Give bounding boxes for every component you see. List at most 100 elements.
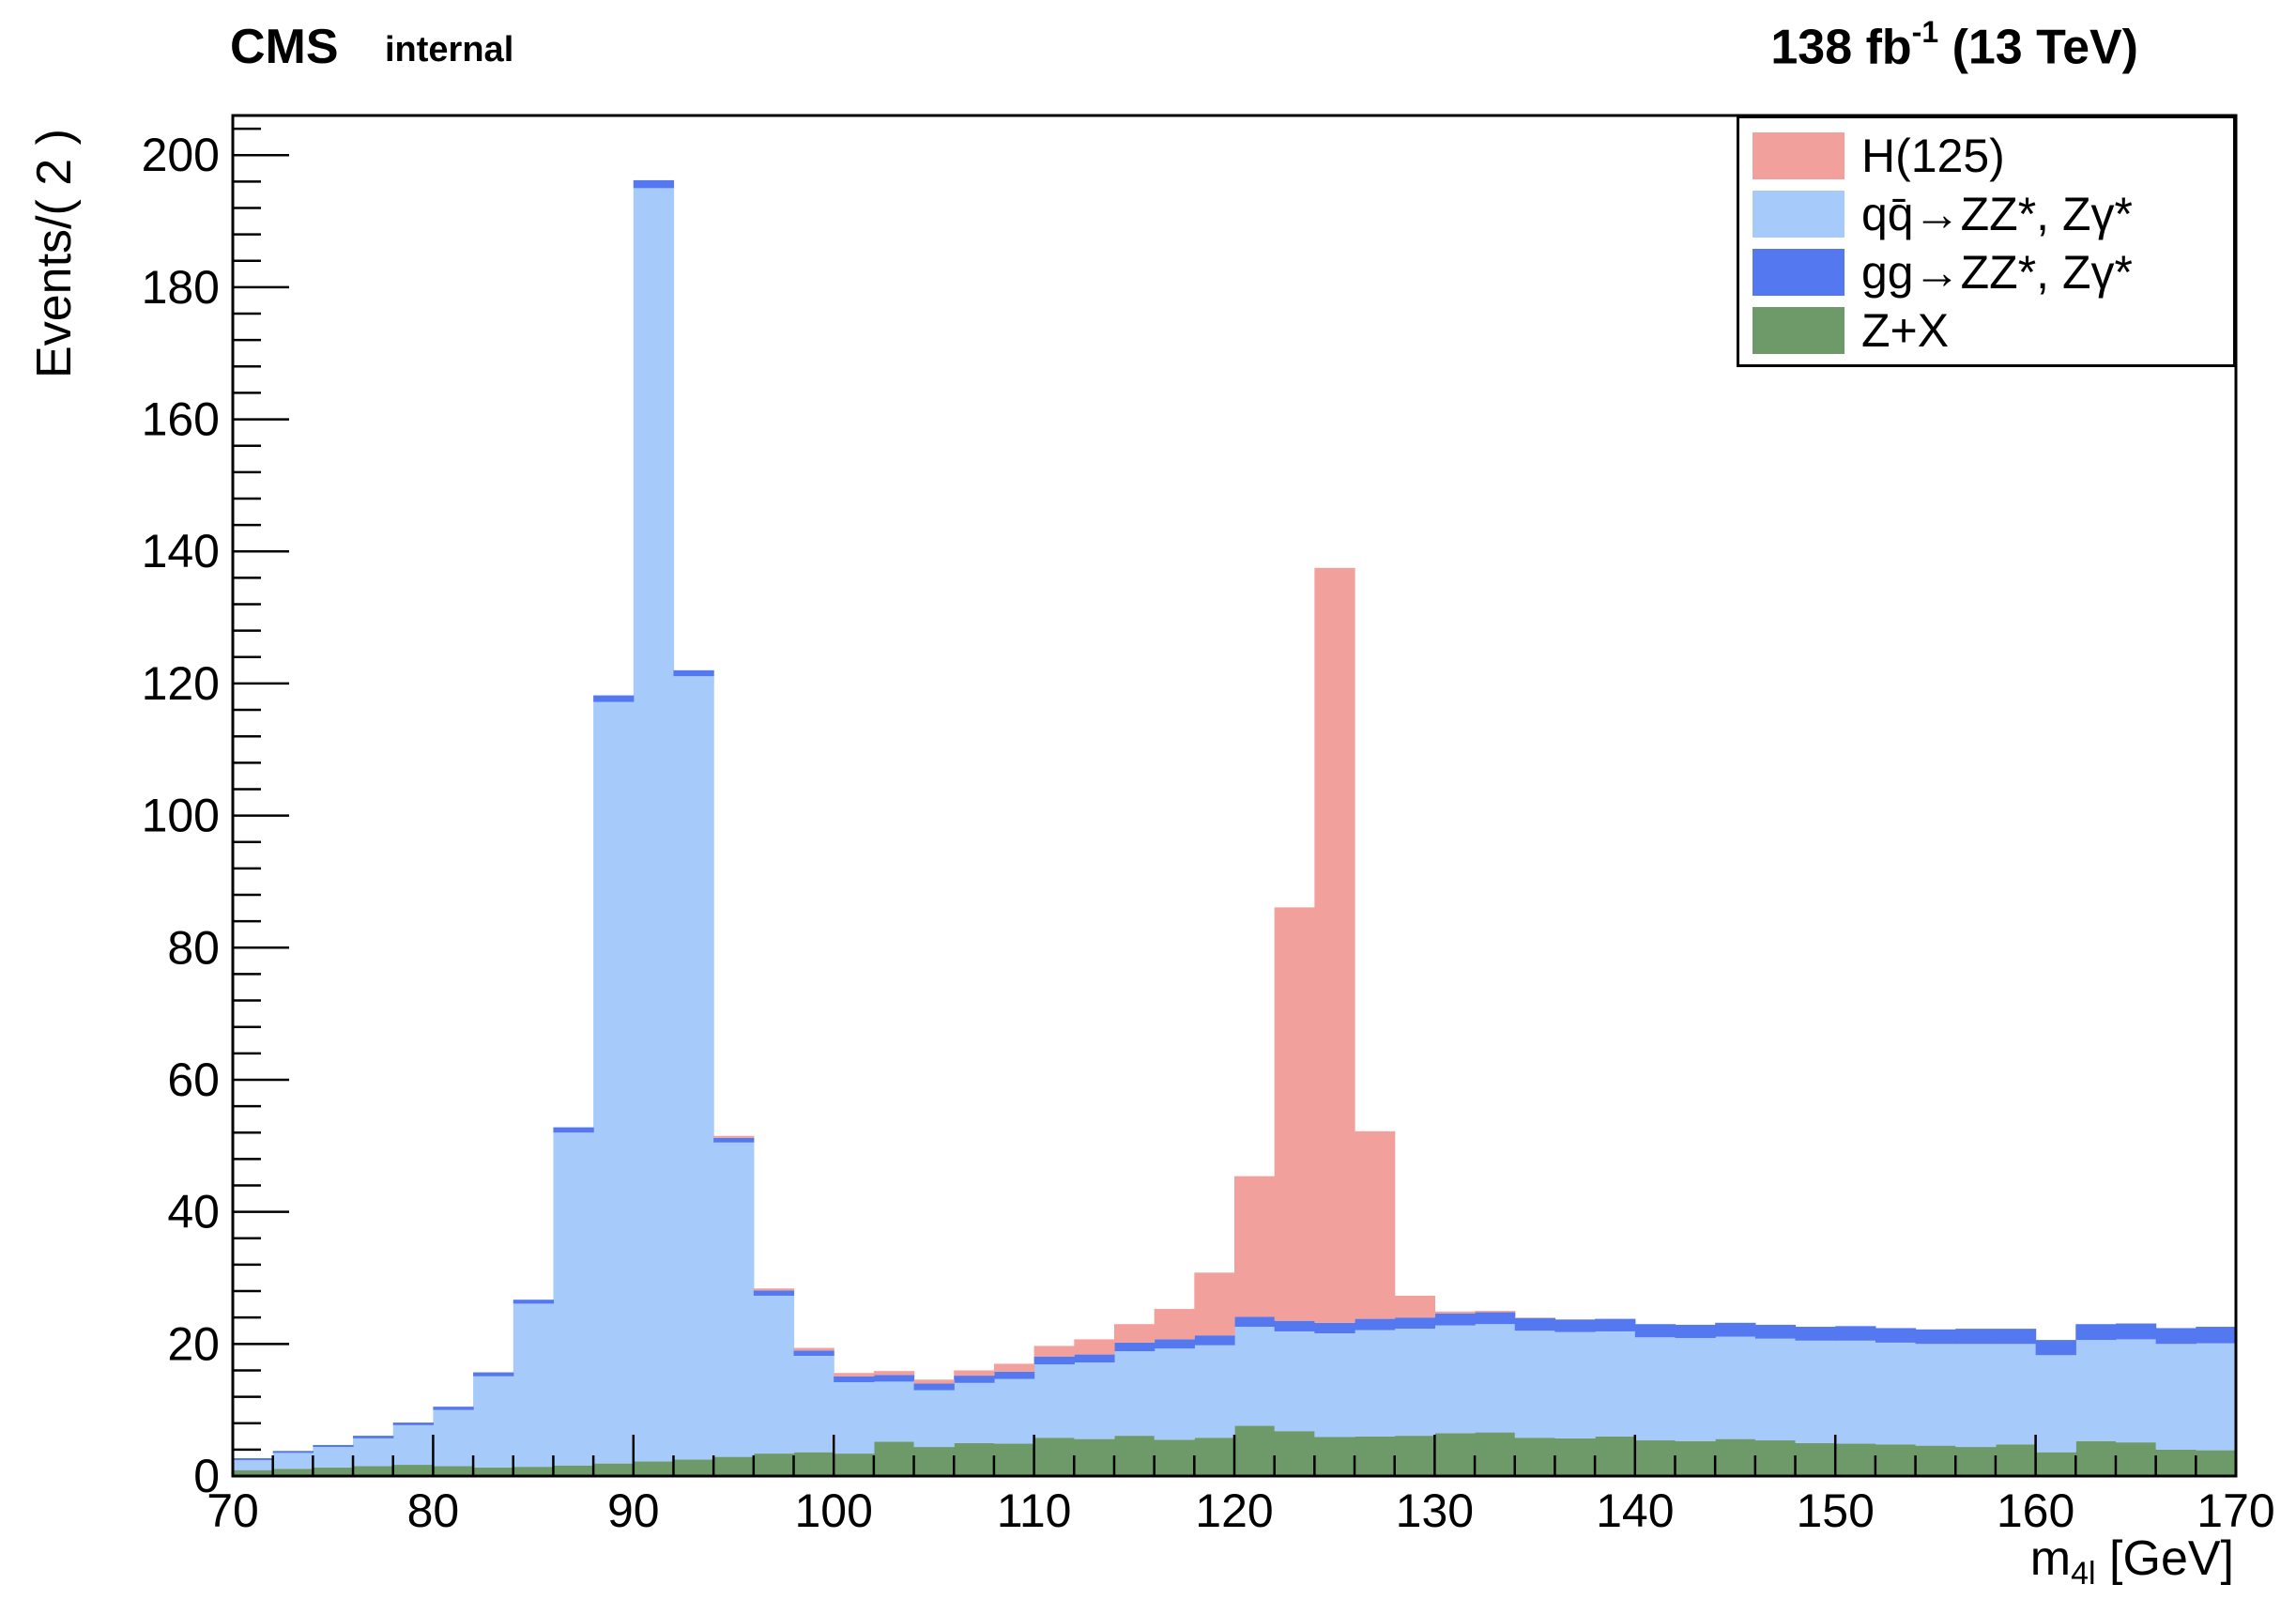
x-tick-label: 110: [997, 1484, 1072, 1537]
bar-qq-zz-z-102: [873, 1381, 915, 1442]
y-tick-label: 200: [142, 129, 220, 181]
y-tick-label: 40: [167, 1186, 220, 1238]
bar-z-x-116: [1154, 1439, 1195, 1476]
bar-z-x-144: [1715, 1438, 1756, 1476]
bar-z-x-124: [1314, 1437, 1355, 1476]
bar-z-x-104: [913, 1447, 955, 1476]
y-tick-label: 180: [142, 261, 220, 314]
experiment-label: CMS: [230, 20, 339, 74]
bar-z-x-90: [633, 1461, 675, 1476]
bar-qq-zz-z-86: [553, 1132, 594, 1466]
bar-z-x-160: [2035, 1452, 2076, 1476]
bar-z-x-162: [2075, 1440, 2117, 1476]
y-tick-label: 0: [193, 1450, 220, 1502]
bar-gg-zz-z-74: [313, 1444, 354, 1448]
bar-qq-zz-z-132: [1475, 1324, 1516, 1433]
bar-qq-zz-z-140: [1634, 1337, 1676, 1441]
bar-qq-zz-z-158: [1995, 1344, 2037, 1445]
bar-h-125-110: [1033, 1346, 1075, 1357]
bar-z-x-150: [1835, 1443, 1876, 1476]
bar-gg-zz-z-142: [1675, 1324, 1716, 1338]
bar-gg-zz-z-90: [633, 179, 675, 189]
x-tick-label: 170: [2197, 1484, 2274, 1537]
x-tick-label: 130: [1396, 1484, 1474, 1537]
bar-z-x-134: [1514, 1438, 1556, 1476]
bar-gg-zz-z-168: [2196, 1327, 2237, 1344]
bar-h-125-118: [1194, 1272, 1235, 1336]
bar-qq-zz-z-104: [913, 1390, 955, 1448]
y-tick-label: 20: [167, 1317, 220, 1370]
bar-qq-zz-z-88: [593, 701, 635, 1464]
bar-gg-zz-z-80: [433, 1407, 474, 1410]
bar-h-125-96: [753, 1288, 795, 1291]
bar-gg-zz-z-76: [353, 1436, 394, 1438]
bar-qq-zz-z-156: [1955, 1344, 1997, 1448]
energy-label: (13 TeV): [1952, 20, 2138, 75]
bar-qq-zz-z-160: [2035, 1355, 2076, 1453]
bar-gg-zz-z-158: [1995, 1329, 2037, 1345]
bar-z-x-84: [513, 1467, 555, 1476]
bar-qq-zz-z-94: [713, 1142, 755, 1457]
y-tick-label: 60: [167, 1054, 220, 1106]
bar-z-x-88: [593, 1463, 635, 1476]
bar-h-125-122: [1274, 907, 1315, 1321]
bar-qq-zz-z-96: [753, 1295, 795, 1454]
bar-z-x-86: [553, 1465, 594, 1476]
bar-z-x-100: [834, 1454, 875, 1476]
bar-qq-zz-z-72: [272, 1453, 314, 1469]
bar-z-x-142: [1675, 1440, 1716, 1476]
bar-qq-zz-z-120: [1234, 1327, 1276, 1426]
bar-z-x-118: [1194, 1438, 1235, 1476]
bar-qq-zz-z-82: [473, 1376, 514, 1468]
legend-label-h125: H(125): [1861, 130, 2005, 182]
bar-qq-zz-z-162: [2075, 1340, 2117, 1441]
y-tick-label: 80: [167, 921, 220, 974]
bar-h-125-130: [1434, 1311, 1476, 1314]
legend-label-qqzz: qq̄→ZZ*, Zγ*: [1861, 188, 2133, 240]
bar-qq-zz-z-90: [633, 188, 675, 1462]
bar-qq-zz-z-84: [513, 1303, 555, 1468]
bar-h-125-132: [1475, 1311, 1516, 1313]
bar-z-x-158: [1995, 1444, 2037, 1476]
bar-qq-zz-z-148: [1795, 1340, 1836, 1443]
legend-swatch-zx: [1753, 307, 1844, 354]
bar-z-x-98: [793, 1452, 834, 1476]
bar-qq-zz-z-98: [793, 1355, 834, 1453]
bar-gg-zz-z-144: [1715, 1322, 1756, 1337]
legend: H(125) qq̄→ZZ*, Zγ* gg→ZZ*, Zγ* Z+X: [1737, 115, 2236, 367]
bar-z-x-154: [1915, 1445, 1956, 1476]
bar-qq-zz-z-166: [2155, 1344, 2197, 1450]
bar-qq-zz-z-70: [233, 1460, 274, 1470]
bar-gg-zz-z-146: [1754, 1324, 1797, 1339]
bar-gg-zz-z-106: [954, 1376, 995, 1383]
bar-qq-zz-z-168: [2196, 1343, 2237, 1451]
axes: 0 20 40 60 80 100 120 140 160 180 200 70 80 90 100 110 1…: [142, 114, 2275, 1537]
legend-swatch-h125: [1753, 132, 1844, 179]
histogram-bars: [233, 179, 2237, 1476]
lumi-value: 138 fb: [1770, 20, 1912, 75]
bar-gg-zz-z-116: [1154, 1339, 1195, 1349]
bar-qq-zz-z-138: [1595, 1330, 1636, 1437]
x-axis-symbol: m: [2029, 1531, 2072, 1586]
bar-gg-zz-z-136: [1554, 1319, 1596, 1332]
x-axis-unit: [GeV]: [2109, 1531, 2234, 1586]
y-tick-label: 160: [142, 393, 220, 446]
bar-z-x-168: [2196, 1450, 2237, 1476]
bar-gg-zz-z-96: [753, 1290, 795, 1296]
bar-h-125-134: [1514, 1317, 1556, 1318]
x-tick-label: 100: [794, 1484, 872, 1537]
bar-gg-zz-z-132: [1475, 1312, 1516, 1325]
bar-gg-zz-z-162: [2075, 1324, 2117, 1341]
bar-gg-zz-z-160: [2035, 1340, 2076, 1356]
bar-qq-zz-z-136: [1554, 1331, 1596, 1438]
x-tick-label: 90: [607, 1484, 660, 1537]
bar-h-125-98: [793, 1347, 834, 1351]
status-label: internal: [385, 30, 514, 69]
bar-gg-zz-z-118: [1194, 1335, 1235, 1346]
bar-z-x-136: [1554, 1438, 1596, 1476]
bar-qq-zz-z-126: [1355, 1330, 1396, 1437]
bar-z-x-164: [2115, 1442, 2157, 1476]
bar-gg-zz-z-108: [993, 1371, 1035, 1379]
bar-qq-zz-z-118: [1194, 1345, 1235, 1438]
